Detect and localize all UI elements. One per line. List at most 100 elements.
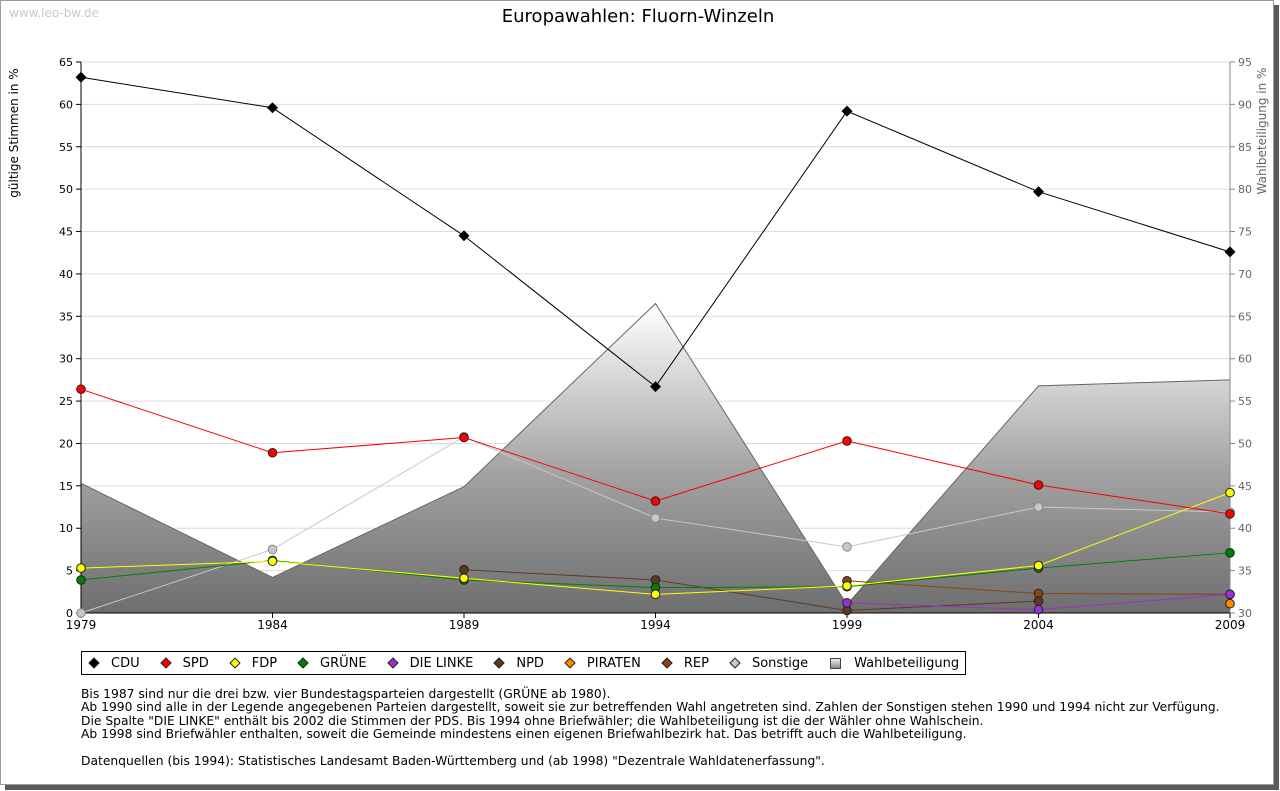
- legend-label-wahlbeteiligung: Wahlbeteiligung: [854, 655, 960, 671]
- data-point-spd: [459, 432, 469, 443]
- y2-tick-label: 55: [1238, 395, 1252, 408]
- data-point-die-linke: [842, 598, 852, 608]
- chart-title: Europawahlen: Fluorn-Winzeln: [502, 6, 774, 27]
- legend-item-fdp: FDP: [229, 655, 278, 671]
- data-point-spd: [842, 436, 852, 446]
- x-tick-label: 1999: [832, 618, 863, 632]
- data-point-cdu: [458, 230, 470, 242]
- data-point-fdp: [1225, 487, 1235, 498]
- y2-tick-label: 60: [1238, 353, 1252, 366]
- y-tick-label: 65: [59, 56, 73, 69]
- x-tick-label: 1989: [449, 618, 480, 632]
- legend-label-cdu: CDU: [111, 655, 140, 671]
- legend-marker-rep: [661, 657, 673, 669]
- y-tick-label: 60: [59, 98, 73, 111]
- legend-marker-fdp: [229, 657, 241, 669]
- legend-label-fdp: FDP: [251, 655, 278, 671]
- y2-tick-label: 70: [1238, 268, 1252, 281]
- y-tick-label: 50: [59, 183, 73, 196]
- legend-label-piraten: PIRATEN: [586, 655, 641, 671]
- legend-item-gruene: GRÜNE: [297, 655, 367, 671]
- legend-label-die-linke: DIE LINKE: [409, 655, 474, 671]
- y-tick-label: 35: [59, 310, 73, 323]
- legend-label-rep: REP: [683, 655, 709, 671]
- note-line: Die Spalte "DIE LINKE" enthält bis 2002 …: [81, 713, 984, 728]
- legend-marker-piraten: [564, 657, 576, 669]
- data-point-fdp: [842, 581, 852, 591]
- y2-tick-label: 35: [1238, 565, 1252, 578]
- y2-tick-label: 50: [1238, 437, 1252, 450]
- legend-marker-sonstige: [729, 657, 741, 669]
- data-point-die-linke: [1033, 604, 1044, 615]
- y2-tick-label: 85: [1238, 141, 1252, 154]
- data-point-fdp: [76, 563, 86, 573]
- data-point-npd: [459, 564, 469, 575]
- y-tick-label: 0: [66, 607, 73, 620]
- x-tick-label: 1984: [257, 618, 288, 632]
- legend-marker-cdu: [88, 657, 100, 669]
- y2-tick-label: 75: [1238, 226, 1252, 239]
- data-point-cdu: [1224, 246, 1236, 258]
- note-line: Bis 1987 sind nur die drei bzw. vier Bun…: [81, 687, 611, 701]
- y2-tick-label: 40: [1238, 522, 1252, 535]
- legend-item-die-linke: DIE LINKE: [386, 655, 474, 671]
- data-point-cdu: [75, 71, 87, 83]
- y-tick-label: 40: [59, 268, 73, 281]
- data-point-spd: [76, 384, 86, 395]
- y2-tick-label: 95: [1238, 56, 1252, 69]
- y-tick-label: 15: [59, 480, 73, 493]
- legend-label-gruene: GRÜNE: [320, 655, 367, 671]
- data-point-die-linke: [1225, 589, 1235, 600]
- data-point-spd: [267, 447, 278, 458]
- data-point-fdp: [1033, 560, 1044, 571]
- data-point-fdp: [267, 556, 278, 567]
- legend-marker-gruene: [297, 657, 309, 669]
- legend: CDU SPD FDP GRÜNE DIE LINKE NPD PIRATEN: [81, 651, 967, 675]
- legend-marker-die-linke: [386, 657, 399, 669]
- y-tick-label: 5: [66, 565, 73, 578]
- legend-item-cdu: CDU: [88, 655, 140, 671]
- series: [75, 71, 1236, 618]
- note-line: Ab 1998 sind Briefwähler enthalten, sowe…: [81, 727, 967, 742]
- legend-marker-spd: [159, 657, 172, 669]
- watermark: www.leo-bw.de: [9, 6, 99, 20]
- data-point-fdp: [650, 589, 661, 600]
- y2-tick-label: 80: [1238, 183, 1252, 196]
- legend-item-wahlbeteiligung: Wahlbeteiligung: [830, 656, 959, 671]
- data-point-cdu: [841, 105, 853, 117]
- y2-tick-label: 45: [1238, 480, 1252, 493]
- y-tick-label: 25: [59, 395, 73, 408]
- notes: Bis 1987 sind nur die drei bzw. vier Bun…: [81, 687, 1220, 769]
- legend-item-rep: REP: [661, 655, 709, 671]
- legend-label-spd: SPD: [182, 655, 209, 671]
- y2-tick-label: 65: [1238, 310, 1252, 323]
- legend-marker-npd: [493, 657, 506, 669]
- y-axis-label: gültige Stimmen in %: [7, 68, 21, 197]
- data-point-sonstige: [1033, 502, 1044, 512]
- legend-marker-wahlbeteiligung: [830, 657, 842, 669]
- data-point-gruene: [76, 575, 86, 585]
- data-point-fdp: [459, 573, 469, 584]
- y-tick-label: 10: [59, 522, 73, 535]
- legend-item-piraten: PIRATEN: [564, 655, 641, 671]
- x-tick-label: 2004: [1023, 618, 1054, 632]
- y2-axis-label: Wahlbeteiligung in %: [1255, 68, 1269, 195]
- data-point-sonstige: [267, 544, 278, 555]
- x-tick-label: 2009: [1215, 618, 1246, 632]
- data-source-note: Datenquellen (bis 1994): Statistisches L…: [81, 754, 825, 769]
- data-point-spd: [1033, 480, 1044, 490]
- x-tick-label: 1979: [66, 618, 97, 632]
- data-point-piraten: [1225, 598, 1235, 609]
- y-tick-label: 30: [59, 353, 73, 366]
- legend-item-spd: SPD: [159, 655, 209, 671]
- y-tick-label: 20: [59, 437, 73, 450]
- data-point-sonstige: [842, 542, 852, 552]
- data-point-gruene: [1225, 548, 1235, 558]
- data-point-cdu: [649, 381, 662, 393]
- legend-item-sonstige: Sonstige: [729, 656, 808, 671]
- y-tick-label: 45: [59, 226, 73, 239]
- axes: 0 5 10 15 20 25 30 35 40 45 50 55 60 65 30 35 40 45 50 55 60…: [59, 56, 1252, 632]
- data-point-cdu: [1032, 186, 1045, 198]
